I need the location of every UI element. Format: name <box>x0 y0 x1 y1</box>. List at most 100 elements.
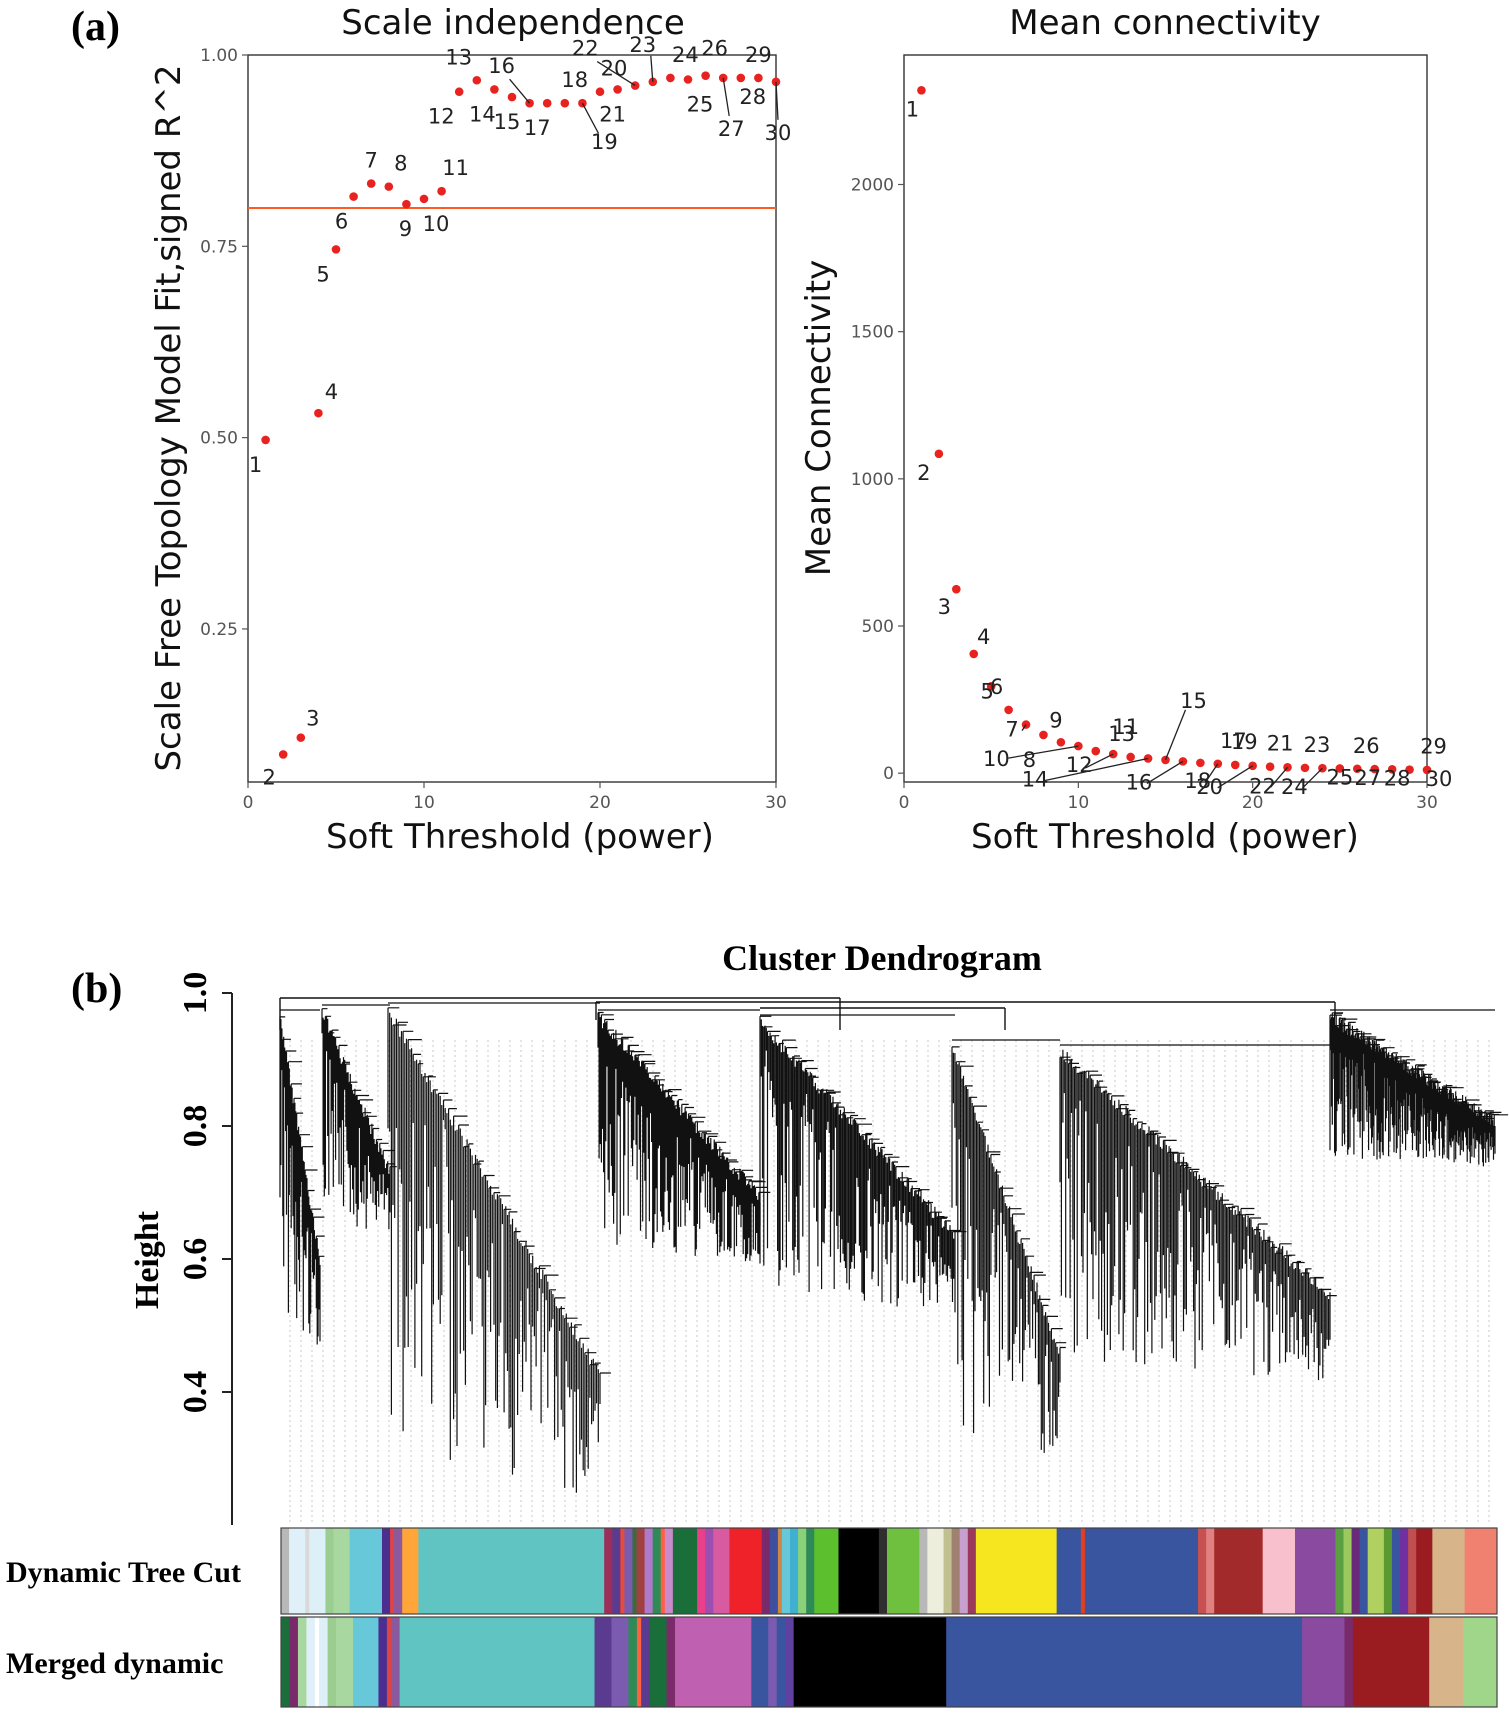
module-color-block <box>636 1617 642 1707</box>
point-label: 15 <box>1180 689 1207 713</box>
module-color-block <box>604 1528 613 1614</box>
point-label: 6 <box>990 675 1003 699</box>
point-label: 22 <box>572 37 599 61</box>
chart2-points <box>917 86 1432 775</box>
data-point <box>666 73 675 83</box>
point-label: 3 <box>306 707 319 731</box>
data-point <box>917 86 926 95</box>
module-color-block <box>1056 1528 1082 1614</box>
module-color-block <box>1400 1528 1409 1614</box>
point-label: 26 <box>701 37 728 61</box>
data-point <box>736 73 746 83</box>
data-point <box>560 98 570 108</box>
module-color-block <box>705 1528 714 1614</box>
x-tick-label: 20 <box>589 793 611 813</box>
chart1-xlabel: Soft Threshold (power) <box>326 817 714 857</box>
point-label: 25 <box>687 92 714 116</box>
module-color-block <box>713 1528 730 1614</box>
y-tick-label: 1000 <box>851 470 894 490</box>
module-color-block <box>886 1528 920 1614</box>
module-color-block <box>394 1528 403 1614</box>
point-label: 26 <box>1353 734 1380 758</box>
point-label: 23 <box>629 33 656 57</box>
module-color-block <box>306 1617 316 1707</box>
module-color-block <box>1262 1528 1296 1614</box>
data-point <box>986 682 996 691</box>
module-color-block <box>353 1617 379 1707</box>
module-color-block <box>309 1528 326 1614</box>
point-label: 3 <box>938 595 951 619</box>
point-label: 16 <box>488 54 515 78</box>
data-point <box>613 85 622 94</box>
label-leader <box>650 55 654 82</box>
module-color-block <box>1359 1528 1369 1614</box>
scale-independence-chart: Scale independence 0 10 20 30 0.25 0.50 0.75 1.… <box>149 3 791 857</box>
dendrogram-title: Cluster Dendrogram <box>722 938 1042 978</box>
module-color-block <box>644 1528 654 1614</box>
point-label: 19 <box>591 130 618 154</box>
point-label: 14 <box>469 102 496 126</box>
data-point <box>261 435 270 445</box>
module-color-block <box>336 1617 354 1707</box>
chart1-ylabel: Scale Free Topology Model Fit,signed R^2 <box>149 64 189 771</box>
point-label: 11 <box>1112 715 1139 739</box>
mean-connectivity-chart: Mean connectivity 0 10 20 30 0 500 1000 1500 200… <box>799 3 1452 857</box>
data-point <box>1126 752 1135 762</box>
module-color-block <box>927 1528 944 1614</box>
point-label: 10 <box>423 212 450 236</box>
label-leader <box>1008 745 1079 759</box>
x-tick-label: 20 <box>1242 793 1264 813</box>
point-label: 24 <box>672 43 699 67</box>
point-label: 9 <box>399 217 412 241</box>
point-label: 7 <box>365 149 378 173</box>
data-point <box>1300 763 1310 773</box>
module-color-block <box>1335 1528 1344 1614</box>
module-color-block <box>349 1528 383 1614</box>
module-color-block <box>666 1617 676 1707</box>
module-color-block <box>289 1528 306 1614</box>
branch <box>387 1002 611 1493</box>
module-color-block <box>660 1528 666 1614</box>
point-label: 7 <box>1005 718 1018 742</box>
module-color-block <box>632 1528 637 1614</box>
module-color-block <box>1408 1528 1417 1614</box>
label-leader <box>1146 760 1184 784</box>
data-point <box>278 750 288 759</box>
point-label: 20 <box>601 57 628 81</box>
module-color-block <box>1198 1528 1207 1614</box>
y-tick-label: 2000 <box>851 176 894 196</box>
module-color-block <box>1391 1528 1401 1614</box>
point-label: 17 <box>1220 729 1247 753</box>
label-leader <box>596 61 636 87</box>
point-label: 13 <box>1108 722 1135 746</box>
x-tick-label: 0 <box>899 793 910 813</box>
data-point <box>934 449 944 459</box>
module-color-block <box>289 1617 299 1707</box>
data-point <box>349 192 358 201</box>
module-color-block <box>790 1528 799 1614</box>
data-point <box>595 87 605 97</box>
module-color-block <box>281 1617 290 1707</box>
chart1-title: Scale independence <box>341 3 685 43</box>
data-point <box>419 194 429 204</box>
chart2-ylabel: Mean Connectivity <box>799 260 839 577</box>
point-label: 16 <box>1126 770 1153 794</box>
point-label: 30 <box>1426 767 1453 791</box>
point-label: 13 <box>445 45 472 69</box>
data-point <box>1387 765 1397 774</box>
module-color-block <box>386 1617 392 1707</box>
point-label: 23 <box>1304 733 1331 757</box>
module-color-block <box>777 1528 783 1614</box>
module-color-block <box>776 1617 786 1707</box>
module-color-block <box>636 1528 645 1614</box>
data-point <box>296 733 306 742</box>
y-tick-label: 0.50 <box>200 429 238 449</box>
point-label: 6 <box>335 210 348 234</box>
module-color-block <box>1206 1528 1215 1614</box>
module-color-block <box>1463 1617 1498 1707</box>
module-color-block <box>1351 1528 1361 1614</box>
label-leader <box>1164 709 1187 761</box>
module-color-block <box>675 1617 752 1707</box>
dendrogram-branches <box>279 997 1509 1493</box>
